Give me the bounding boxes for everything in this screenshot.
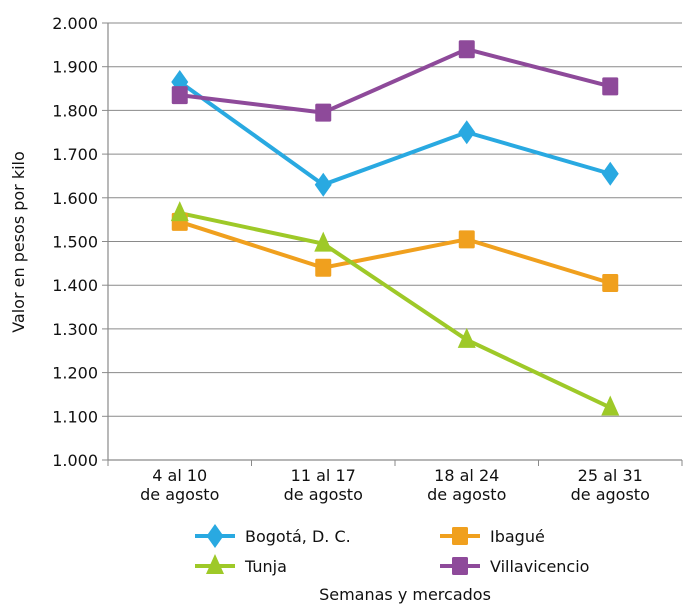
x-axis-title: Semanas y mercados [319,585,491,604]
axes [107,23,682,461]
legend-item: Bogotá, D. C. [195,524,351,548]
y-axis-ticks: 1.000 1.100 1.200 1.300 1.400 1.500 1.600 1.700… [52,14,108,470]
x-tick-label: 4 al 10 [152,466,207,485]
y-tick-label: 1.000 [52,451,98,470]
legend-marker [452,557,468,575]
y-tick-label: 1.400 [52,276,98,295]
series-line [179,211,612,410]
y-axis-title: Valor en pesos por kilo [9,151,28,333]
data-point [315,103,332,122]
legend-item: Villavicencio [440,557,589,576]
legend-marker [206,554,224,574]
data-point [458,120,476,145]
y-tick-label: 1.300 [52,320,98,339]
gridlines [108,22,682,461]
data-point [602,274,619,293]
legend-label: Bogotá, D. C. [245,527,351,546]
data-point [170,201,189,222]
y-tick-label: 1.800 [52,101,98,120]
data-point [458,40,475,59]
legend-marker [206,524,224,548]
y-tick-label: 1.100 [52,407,98,426]
x-tick-label: de agosto [140,485,219,504]
data-point [315,258,332,277]
legend-label: Ibagué [490,527,545,546]
data-point [458,230,475,249]
x-tick-label: 18 al 24 [434,466,499,485]
legend-marker [452,527,468,545]
x-tick-label: de agosto [571,485,650,504]
x-tick-label: de agosto [284,485,363,504]
data-point [457,327,476,348]
y-tick-label: 1.700 [52,145,98,164]
series-lines [178,47,612,410]
legend-label: Villavicencio [490,557,589,576]
x-tick-label: 25 al 31 [578,466,643,485]
y-tick-label: 1.200 [52,364,98,383]
y-tick-label: 1.900 [52,58,98,77]
legend: Bogotá, D. C. Ibagué Tunja Villavicencio [195,524,589,576]
series-line [179,219,611,285]
legend-label: Tunja [244,557,287,576]
y-tick-label: 1.600 [52,189,98,208]
legend-item: Tunja [195,554,287,576]
data-point [314,231,333,252]
y-tick-label: 1.500 [52,233,98,252]
data-point [171,86,188,105]
data-point [602,77,619,96]
data-point [601,395,620,416]
series-line [179,47,611,115]
y-tick-label: 2.000 [52,14,98,33]
legend-item: Ibagué [440,527,545,546]
series-markers [170,40,620,416]
data-point [314,172,332,197]
x-tick-label: 11 al 17 [291,466,356,485]
data-point [601,161,619,186]
x-tick-label: de agosto [427,485,506,504]
series-line [178,80,611,187]
